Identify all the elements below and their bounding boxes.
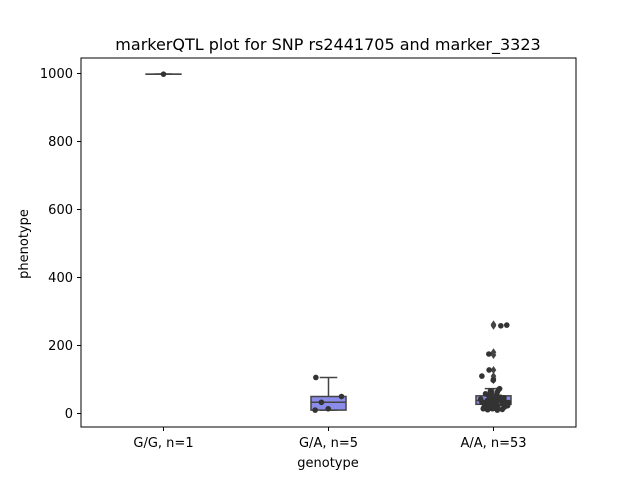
y-tick-label: 0 (65, 407, 73, 422)
data-point (318, 399, 325, 406)
y-tick-label: 600 (48, 203, 73, 218)
data-point (486, 351, 492, 357)
y-tick-label: 800 (48, 135, 73, 150)
data-point (487, 388, 494, 394)
data-point (312, 407, 318, 413)
x-axis: G/G, n=1 G/A, n=5 A/A, n=53 (133, 427, 527, 451)
x-tick-label: A/A, n=53 (460, 436, 526, 451)
y-axis: 0 200 400 600 800 1000 (40, 67, 81, 422)
x-tick-label: G/A, n=5 (299, 436, 358, 451)
data-point (498, 322, 504, 329)
data-point (477, 396, 484, 403)
y-tick-label: 1000 (40, 67, 73, 82)
y-axis-label: phenotype (17, 209, 32, 279)
outlier-marker (490, 348, 497, 357)
data-point (482, 390, 489, 397)
outlier-marker (490, 365, 497, 374)
y-tick-label: 400 (48, 271, 73, 286)
x-axis-label: genotype (297, 456, 358, 471)
data-point (325, 405, 331, 412)
data-point (313, 374, 319, 381)
outlier-marker (490, 320, 497, 329)
data-point (496, 385, 503, 392)
plot-frame (80, 57, 577, 428)
chart-title: markerQTL plot for SNP rs2441705 and mar… (115, 35, 540, 55)
x-tick-label: G/G, n=1 (133, 436, 193, 451)
data-point (338, 393, 345, 400)
y-tick-label: 200 (48, 339, 73, 354)
data-point (486, 367, 492, 373)
data-point (503, 322, 510, 328)
data-point (479, 373, 485, 379)
plot-marks (145, 71, 512, 413)
data-point (490, 377, 497, 383)
data-point (160, 71, 167, 77)
